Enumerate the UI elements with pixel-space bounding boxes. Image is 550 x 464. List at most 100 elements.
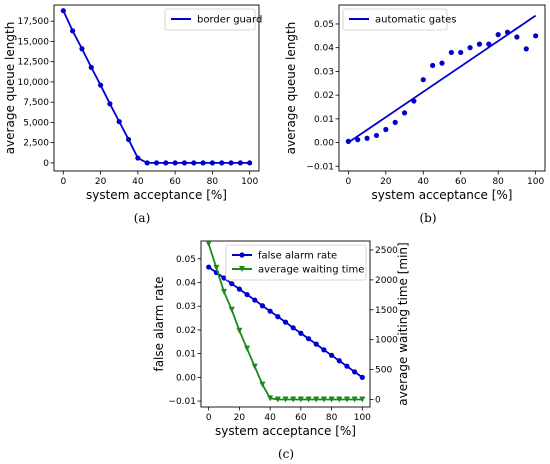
- right-y-tick-label: 1500: [375, 306, 398, 316]
- data-point: [206, 264, 212, 270]
- data-point: [448, 49, 454, 56]
- data-point: [290, 396, 297, 403]
- y-tick-label: 17,500: [18, 17, 50, 27]
- y-tick-label: −0.01: [306, 162, 334, 172]
- legend-label: border guard: [197, 15, 262, 26]
- y-tick-label: 0.02: [176, 326, 196, 336]
- data-point: [351, 396, 358, 403]
- y-axis-label: average queue length: [284, 22, 298, 155]
- data-point: [392, 119, 398, 125]
- data-point: [298, 330, 304, 336]
- data-point: [135, 155, 141, 161]
- data-point: [237, 160, 243, 166]
- legend: automatic gates: [342, 8, 457, 31]
- data-point: [229, 281, 235, 287]
- data-point: [352, 369, 358, 375]
- data-point: [116, 119, 122, 125]
- data-point: [305, 336, 312, 342]
- x-tick-label: 80: [492, 177, 504, 187]
- data-point: [228, 306, 235, 313]
- legend-box: [164, 8, 256, 31]
- data-point: [282, 396, 289, 403]
- y-axis-label: average queue length: [3, 22, 17, 155]
- data-point: [172, 160, 178, 166]
- data-point: [244, 291, 250, 298]
- data-point: [274, 396, 281, 403]
- data-point: [267, 308, 273, 314]
- data-point: [523, 46, 529, 52]
- data-point: [244, 345, 251, 352]
- series-line: [62, 10, 250, 164]
- series-false-alarm-rate: [206, 264, 365, 380]
- data-point: [79, 46, 85, 52]
- chart-c: 0 20 40 60 80 100 −0.01 0.00 0.01 0.02 0.03 0.04 0.0…: [152, 240, 410, 438]
- caption-a: (a): [134, 211, 151, 225]
- data-point: [228, 160, 234, 166]
- data-point: [359, 396, 366, 403]
- data-point: [383, 126, 389, 133]
- data-point: [153, 160, 160, 166]
- x-tick-label: 20: [95, 177, 107, 187]
- plot-frame: [53, 4, 260, 172]
- data-point: [467, 45, 473, 51]
- plot-frame: [200, 240, 371, 408]
- x-axis-label: system acceptance [%]: [86, 188, 227, 202]
- x-tick-label: 60: [169, 177, 181, 187]
- data-point: [60, 8, 66, 14]
- caption-b: (b): [419, 211, 436, 225]
- data-point: [259, 381, 266, 388]
- right-y-tick-label: 0: [375, 396, 381, 406]
- x-tick-label: 60: [295, 413, 307, 423]
- data-point: [209, 160, 216, 166]
- data-point: [125, 136, 132, 143]
- data-point: [97, 82, 104, 88]
- y-tick-label: 0.05: [176, 255, 196, 265]
- caption-c: (c): [278, 447, 294, 461]
- x-tick-label: 80: [207, 177, 219, 187]
- trend-line: [347, 14, 537, 144]
- data-point: [320, 396, 327, 403]
- data-point: [251, 363, 258, 370]
- legend-marker: [239, 252, 245, 258]
- y-tick-label: 0.00: [314, 139, 334, 149]
- legend-label: false alarm rate: [258, 251, 337, 262]
- x-tick-label: 80: [326, 413, 338, 423]
- right-y-axis-label: average waiting time [min]: [396, 242, 410, 405]
- right-y-tick-label: 1000: [375, 336, 398, 346]
- data-point: [219, 160, 225, 166]
- data-point: [305, 396, 312, 403]
- data-point: [336, 358, 342, 364]
- data-point: [533, 33, 539, 39]
- right-y-tick-label: 2500: [375, 246, 398, 256]
- data-point: [259, 303, 266, 309]
- data-point: [328, 352, 335, 358]
- data-point: [221, 288, 228, 295]
- x-tick-label: 60: [455, 177, 467, 187]
- data-point: [373, 132, 380, 139]
- data-point: [420, 77, 426, 83]
- legend-box: [225, 244, 367, 281]
- series-average-waiting-time: [205, 240, 366, 403]
- x-tick-label: 100: [241, 177, 258, 187]
- series-border-guard: [60, 8, 253, 166]
- x-tick-label: 0: [206, 413, 212, 423]
- data-point: [343, 396, 350, 403]
- y-tick-label: 0.05: [314, 20, 334, 30]
- legend: false alarm rate average waiting time: [225, 244, 367, 281]
- data-point: [107, 101, 113, 107]
- data-point: [205, 240, 212, 247]
- data-point: [401, 110, 408, 116]
- plot-frame: [338, 4, 546, 172]
- y-tick-label: 0.00: [176, 373, 196, 383]
- y-tick-label: −0.01: [168, 397, 196, 407]
- chart-a: 0 20 40 60 80 100 0 2,500 5,000 7,500 10,000 12,500…: [3, 4, 262, 202]
- y-tick-label: 0.04: [176, 279, 196, 289]
- data-point: [70, 28, 76, 34]
- data-point: [297, 396, 304, 403]
- data-point: [144, 160, 150, 166]
- data-point: [275, 314, 281, 320]
- data-point: [191, 160, 197, 166]
- data-point: [364, 135, 370, 141]
- data-point: [163, 160, 169, 166]
